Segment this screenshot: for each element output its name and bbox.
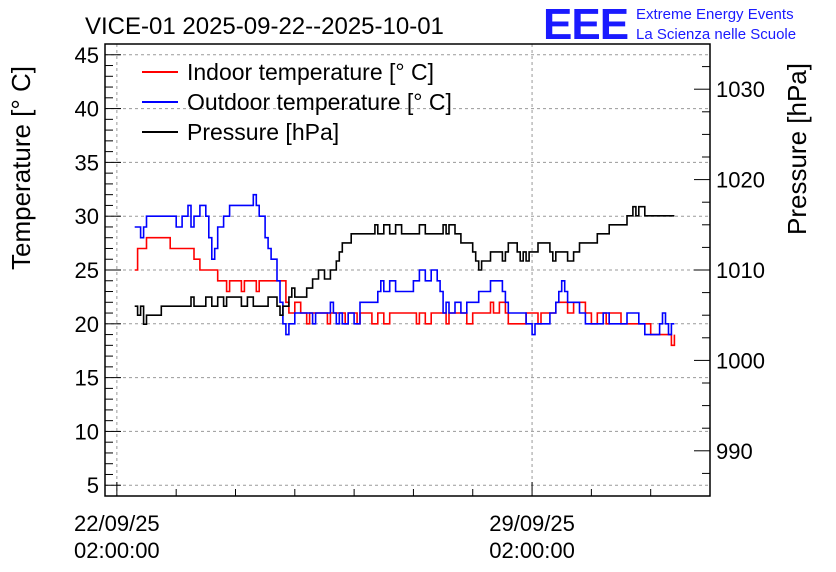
logo-line-2: La Scienza nelle Scuole [636,26,796,43]
x-tick-label-time: 02:00:00 [74,538,160,563]
y-right-tick-label: 1000 [716,348,765,373]
x-tick-label-date: 29/09/25 [489,511,575,536]
y-axis-right-label: Pressure [hPa] [782,63,812,235]
legend-label-outdoor: Outdoor temperature [° C] [187,89,452,115]
legend-label-indoor: Indoor temperature [° C] [187,59,434,85]
y-left-tick-label: 45 [75,43,99,68]
y-left-tick-label: 35 [75,150,99,175]
x-tick-label-date: 22/09/25 [74,511,160,536]
y-left-tick-label: 40 [75,97,99,122]
y-left-tick-label: 25 [75,258,99,283]
data-series [134,193,676,347]
y-right-tick-label: 1020 [716,168,765,193]
y-right-tick-label: 1030 [716,77,765,102]
y-right-tick-label: 990 [716,439,753,464]
legend: Indoor temperature [° C] Outdoor tempera… [142,59,452,145]
eee-logo-letters: EEE [543,0,628,49]
right-axis: 990 1000 1010 1020 1030 [694,43,765,497]
series-pressure [134,205,675,325]
y-left-tick-label: 5 [87,473,99,498]
logo-line-1: Extreme Energy Events [636,6,794,23]
y-left-tick-label: 30 [75,204,99,229]
left-axis: 5 10 15 20 25 30 35 40 45 [75,43,121,498]
chart-title: VICE-01 2025-09-22--2025-10-01 [85,13,444,40]
legend-label-pressure: Pressure [hPa] [187,119,339,145]
eee-logo: EEE Extreme Energy Events La Scienza nel… [543,0,796,49]
y-left-tick-label: 15 [75,366,99,391]
y-axis-left-label: Temperature [° C] [6,66,36,270]
series-outdoor-temperature [134,193,675,336]
y-right-tick-label: 1010 [716,258,765,283]
x-tick-label-time: 02:00:00 [489,538,575,563]
y-left-tick-label: 20 [75,312,99,337]
y-left-tick-label: 10 [75,419,99,444]
